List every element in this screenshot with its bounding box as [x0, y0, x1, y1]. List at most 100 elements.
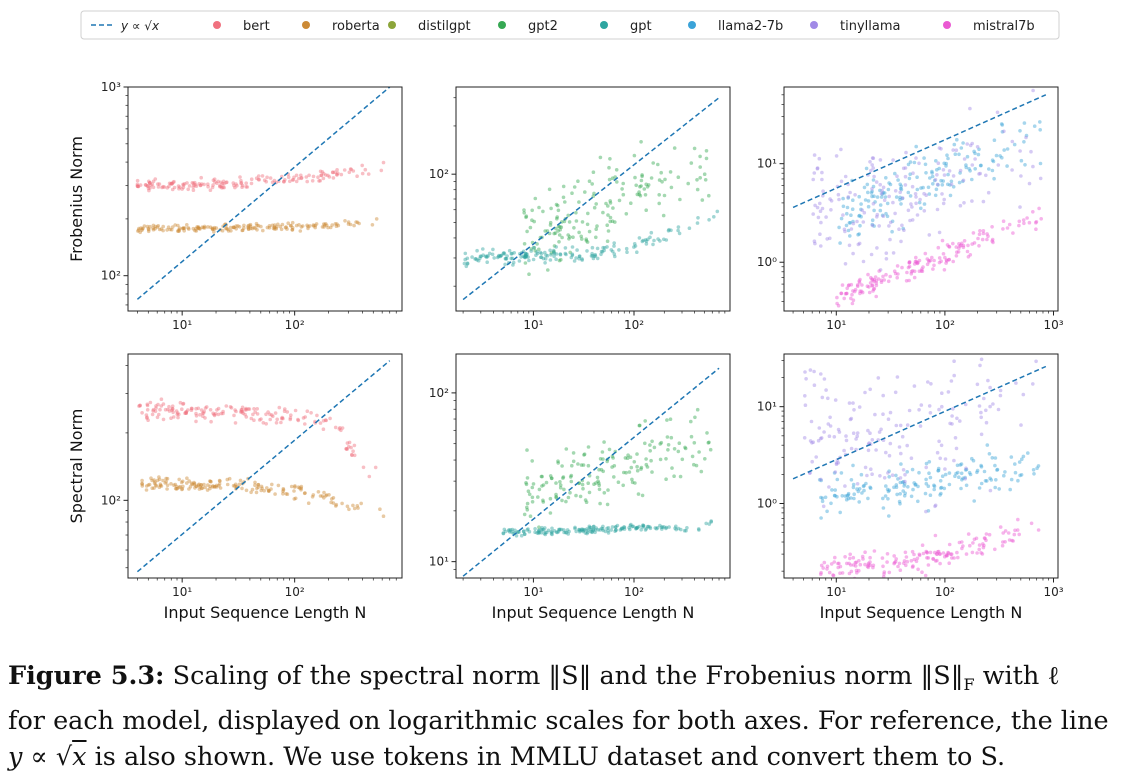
data-point [941, 179, 945, 183]
legend-label: tinyllama [840, 19, 900, 34]
data-point [977, 147, 981, 152]
data-point [150, 182, 155, 186]
data-point [265, 486, 269, 490]
data-point [932, 263, 936, 268]
data-point [635, 468, 640, 473]
data-point [626, 453, 630, 458]
data-point [897, 561, 902, 566]
x-axis-label: Input Sequence Length N [164, 603, 367, 622]
data-point [339, 428, 343, 433]
data-point [561, 195, 566, 200]
data-point [886, 471, 890, 475]
data-point [920, 269, 925, 274]
data-point [835, 494, 839, 499]
data-point [528, 225, 533, 230]
data-point [136, 229, 140, 233]
data-point [572, 226, 576, 230]
data-point [194, 484, 198, 489]
data-point [910, 205, 914, 209]
data-point [941, 201, 946, 206]
data-point [171, 407, 175, 411]
data-point [608, 199, 612, 203]
data-point [510, 251, 514, 256]
data-point [274, 226, 279, 231]
data-point [502, 527, 507, 532]
data-point [896, 477, 900, 481]
data-point [612, 475, 616, 479]
data-point [1007, 222, 1012, 227]
data-point [840, 571, 845, 575]
data-point [193, 228, 197, 233]
data-point [884, 484, 888, 488]
data-point [579, 463, 584, 467]
data-point [853, 193, 857, 197]
data-point [914, 259, 919, 264]
data-point [913, 483, 918, 487]
data-point [939, 178, 943, 183]
data-point [939, 147, 943, 151]
data-point [478, 254, 483, 259]
data-point [169, 182, 173, 186]
data-point [161, 224, 165, 229]
data-point [294, 179, 299, 184]
data-point [903, 550, 908, 555]
data-point [870, 187, 874, 191]
data-point [901, 489, 905, 493]
data-point [576, 462, 580, 466]
data-point [548, 248, 552, 253]
data-point [978, 229, 982, 233]
data-point [875, 195, 880, 199]
data-point [975, 551, 979, 555]
data-point [212, 412, 216, 417]
data-point [586, 211, 590, 216]
data-point [935, 182, 940, 187]
data-point [233, 185, 237, 190]
data-point [908, 218, 912, 223]
data-point [635, 250, 639, 254]
data-point [904, 279, 909, 283]
data-point [664, 457, 668, 461]
data-point [812, 171, 817, 175]
data-point [175, 411, 180, 415]
data-point [165, 483, 170, 488]
data-point [281, 487, 286, 491]
data-point [191, 188, 196, 192]
data-point [863, 390, 867, 395]
data-point [940, 404, 944, 409]
data-point [917, 553, 922, 558]
data-point [879, 280, 884, 285]
data-point [587, 229, 592, 234]
data-point [852, 408, 856, 412]
series-bert [137, 397, 378, 479]
data-point [997, 487, 1001, 491]
data-point [1009, 455, 1014, 459]
data-point [833, 470, 838, 474]
data-point [692, 462, 696, 467]
data-point [845, 286, 849, 291]
data-point [637, 423, 642, 428]
data-point [538, 250, 543, 255]
data-point [211, 411, 215, 416]
data-point [869, 252, 874, 257]
data-point [485, 255, 489, 260]
data-point [612, 244, 616, 248]
data-point [870, 283, 875, 288]
data-point [892, 554, 896, 558]
data-point [261, 228, 265, 233]
data-point [331, 170, 335, 175]
data-point [634, 527, 638, 531]
data-point [966, 254, 971, 259]
data-point [583, 190, 587, 194]
data-point [216, 179, 220, 184]
series-gpt2 [522, 140, 711, 277]
data-point [271, 414, 275, 419]
data-point [176, 229, 180, 233]
data-point [238, 175, 242, 179]
data-point [810, 459, 814, 464]
data-point [906, 208, 911, 213]
data-point [993, 463, 997, 468]
data-point [811, 212, 815, 216]
data-point [213, 412, 218, 416]
data-point [267, 226, 272, 230]
data-point [537, 530, 542, 535]
